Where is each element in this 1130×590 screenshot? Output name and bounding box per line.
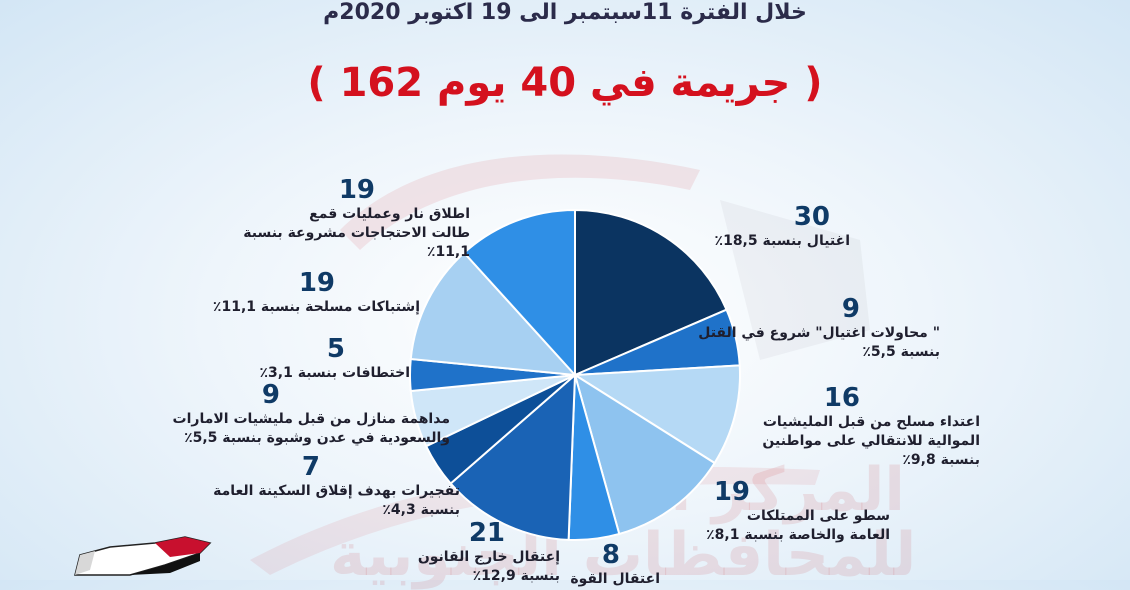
label-number: 30 xyxy=(793,202,830,232)
label-line: سطو على الممتلكات xyxy=(746,508,890,524)
label-line: اغتيال بنسبة 18,5٪ xyxy=(714,233,850,249)
label-line: اعتداء مسلح من قبل المليشيات xyxy=(762,414,980,430)
label-arrest-force: 8 اعتقال القوة xyxy=(560,540,660,589)
label-line: بنسبة 9,8٪ xyxy=(902,452,980,468)
pie-slice-5 xyxy=(449,372,577,541)
label-line: طالت الاحتجاجات مشروعة بنسبة 11,1٪ xyxy=(243,225,470,260)
label-number: 9 xyxy=(261,380,280,410)
label-line: بنسبة 12,9٪ xyxy=(472,568,560,584)
label-number: 19 xyxy=(338,175,375,205)
label-line: مداهمة منازل من قبل مليشيات الامارات xyxy=(172,411,450,427)
label-line: الموالية للانتقالي على مواطنين xyxy=(762,433,980,449)
label-line: إشتباكات مسلحة بنسبة 11,1٪ xyxy=(212,299,420,315)
label-line: " محاولات اغتيال" شروع في القتل xyxy=(698,325,940,341)
label-number: 9 xyxy=(841,294,860,324)
label-assassination: 30 اغتيال بنسبة 18,5٪ xyxy=(650,202,850,251)
label-line: بنسبة 5,5٪ xyxy=(862,344,940,360)
label-armed-clashes: 19 إشتباكات مسلحة بنسبة 11,1٪ xyxy=(190,268,420,317)
label-number: 7 xyxy=(301,452,320,482)
label-line: بنسبة 4,3٪ xyxy=(382,502,460,518)
label-number: 19 xyxy=(298,268,335,298)
pie-slice-10 xyxy=(462,208,576,378)
pie-slice-9 xyxy=(409,251,578,377)
period-title: خلال الفترة 11سبتمبر الى 19 اكتوبر 2020م xyxy=(323,0,807,25)
label-armed-attack: 16 اعتداء مسلح من قبل المليشيات الموالية… xyxy=(700,383,980,470)
label-number: 5 xyxy=(326,334,345,364)
label-shooting-repression: 19 اطلاق نار وعمليات قمع طالت الاحتجاجات… xyxy=(200,175,470,262)
label-line: تفجيرات بهدف إقلاق السكينة العامة xyxy=(213,483,460,499)
label-number: 21 xyxy=(468,518,505,548)
label-line: اطلاق نار وعمليات قمع xyxy=(309,206,470,222)
label-line: إعتقال خارج القانون xyxy=(417,549,560,565)
label-looting: 19 سطو على الممتلكات العامة والخاصة بنسب… xyxy=(650,477,890,545)
yemen-map-flag-icon xyxy=(74,536,212,576)
crime-count-headline: ( 162 جريمة في 40 يوم ) xyxy=(307,60,823,106)
label-line: العامة والخاصة بنسبة 8,1٪ xyxy=(706,527,890,543)
pie-slice-2 xyxy=(571,364,741,465)
label-line: اختطافات بنسبة 3,1٪ xyxy=(259,365,410,381)
label-line: والسعودية في عدن وشبوة بنسبة 5,5٪ xyxy=(184,430,450,446)
label-attempted-assassination: 9 " محاولات اغتيال" شروع في القتل بنسبة … xyxy=(680,294,940,362)
label-house-raids: 9 مداهمة منازل من قبل مليشيات الامارات و… xyxy=(110,380,450,448)
label-number: 16 xyxy=(823,383,860,413)
label-abductions: 5 اختطافات بنسبة 3,1٪ xyxy=(230,334,410,383)
label-extrajudicial-arrest: 21 إعتقال خارج القانون بنسبة 12,9٪ xyxy=(410,518,560,586)
label-number: 8 xyxy=(601,540,620,570)
label-number: 19 xyxy=(713,477,750,507)
label-explosions: 7 تفجيرات بهدف إقلاق السكينة العامة بنسب… xyxy=(160,452,460,520)
pie-slice-3 xyxy=(573,372,716,536)
pie-slice-0 xyxy=(574,208,728,377)
